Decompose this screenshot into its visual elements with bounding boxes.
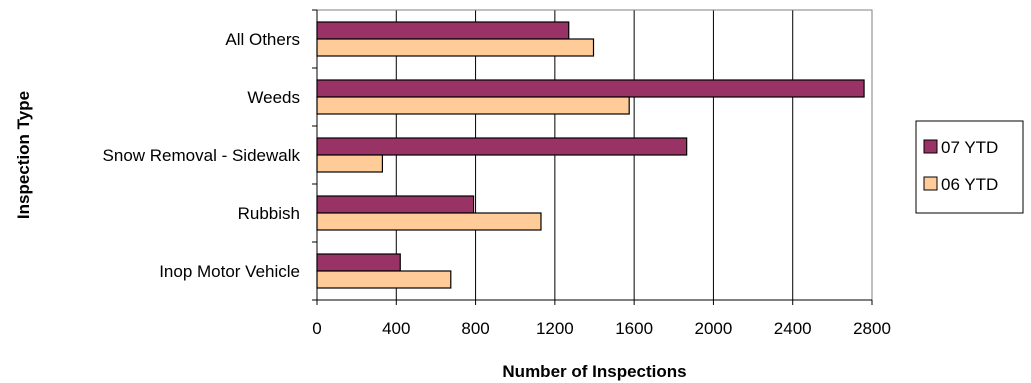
legend: 07 YTD 06 YTD [915, 120, 1024, 214]
bars [316, 21, 865, 289]
bar-06-ytd [316, 212, 542, 231]
x-tick-labels: 0 400 800 1200 1600 2000 2400 2800 [312, 319, 891, 338]
bar-06-ytd [316, 96, 630, 115]
legend-box [915, 120, 1024, 214]
x-axis-title: Number of Inspections [502, 362, 686, 381]
axes [312, 9, 873, 305]
y-axis-title: Inspection Type [14, 91, 33, 219]
x-tick-label: 800 [461, 319, 489, 338]
category-label: Weeds [247, 88, 300, 107]
x-tick-label: 0 [312, 319, 321, 338]
bar-07-ytd [316, 195, 475, 214]
x-tick-label: 2800 [853, 319, 891, 338]
x-tick-label: 400 [382, 319, 410, 338]
x-tick-label: 2400 [774, 319, 812, 338]
legend-label: 07 YTD [941, 138, 998, 157]
x-tick-label: 1200 [536, 319, 574, 338]
category-label: Snow Removal - Sidewalk [103, 146, 301, 165]
category-label: Inop Motor Vehicle [159, 262, 300, 281]
bar-06-ytd [316, 270, 452, 289]
category-label: Rubbish [238, 204, 300, 223]
category-labels: All Others Weeds Snow Removal - Sidewalk Ru… [103, 30, 301, 281]
legend-swatch [923, 139, 938, 154]
x-tick-label: 2000 [695, 319, 733, 338]
legend-label: 06 YTD [941, 175, 998, 194]
bar-07-ytd [316, 137, 688, 156]
bar-07-ytd [316, 79, 865, 98]
bar-07-ytd [316, 253, 401, 272]
category-label: All Others [225, 30, 300, 49]
legend-swatch [923, 176, 938, 191]
bar-06-ytd [316, 154, 384, 173]
x-tick-label: 1600 [615, 319, 653, 338]
bar-07-ytd [316, 21, 570, 40]
bar-06-ytd [316, 38, 595, 57]
